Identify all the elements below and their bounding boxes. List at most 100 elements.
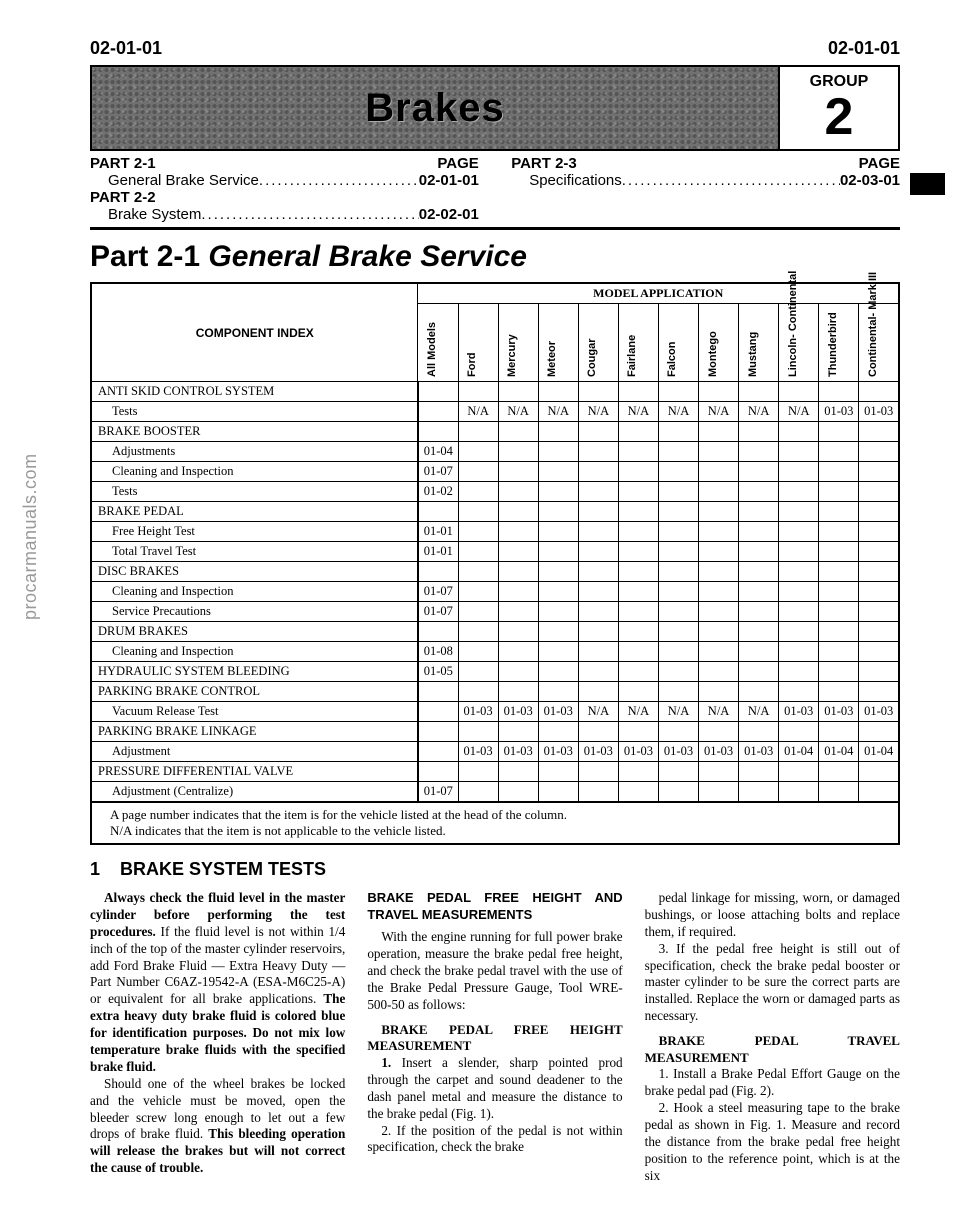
table-cell bbox=[658, 502, 698, 522]
table-row: ANTI SKID CONTROL SYSTEM bbox=[91, 382, 899, 402]
table-cell bbox=[578, 522, 618, 542]
table-cell bbox=[458, 682, 498, 702]
table-cell: N/A bbox=[578, 702, 618, 722]
table-cell bbox=[699, 682, 739, 702]
table-cell bbox=[458, 482, 498, 502]
table-cell bbox=[458, 502, 498, 522]
table-cell bbox=[699, 582, 739, 602]
table-cell bbox=[618, 562, 658, 582]
body-paragraph: 2. Hook a steel measuring tape to the br… bbox=[645, 1100, 900, 1184]
table-cell bbox=[578, 762, 618, 782]
side-tab-marker bbox=[910, 173, 945, 195]
table-cell bbox=[699, 462, 739, 482]
table-row: TestsN/AN/AN/AN/AN/AN/AN/AN/AN/A01-0301-… bbox=[91, 402, 899, 422]
table-cell bbox=[418, 562, 458, 582]
table-cell bbox=[779, 602, 819, 622]
table-cell bbox=[699, 602, 739, 622]
toc-part-label: PART 2-3 bbox=[511, 155, 577, 172]
table-cell bbox=[578, 382, 618, 402]
group-number: 2 bbox=[825, 91, 854, 143]
table-cell bbox=[658, 782, 698, 803]
table-cell bbox=[658, 542, 698, 562]
table-row: PARKING BRAKE CONTROL bbox=[91, 682, 899, 702]
table-cell bbox=[618, 662, 658, 682]
table-cell bbox=[699, 522, 739, 542]
table-cell bbox=[819, 782, 859, 803]
table-cell bbox=[658, 602, 698, 622]
table-row: Adjustment01-0301-0301-0301-0301-0301-03… bbox=[91, 742, 899, 762]
table-cell bbox=[538, 522, 578, 542]
table-cell bbox=[658, 642, 698, 662]
table-cell bbox=[498, 782, 538, 803]
table-cell bbox=[618, 782, 658, 803]
row-label: Adjustment (Centralize) bbox=[91, 782, 418, 803]
table-cell bbox=[859, 602, 899, 622]
column-header: All Models bbox=[418, 304, 458, 382]
table-cell bbox=[578, 502, 618, 522]
table-cell bbox=[819, 762, 859, 782]
table-cell bbox=[538, 482, 578, 502]
toc-item-title: Specifications bbox=[529, 172, 622, 189]
table-row: Tests01-02 bbox=[91, 482, 899, 502]
row-label: DRUM BRAKES bbox=[91, 622, 418, 642]
table-cell: 01-04 bbox=[418, 442, 458, 462]
table-cell bbox=[819, 582, 859, 602]
table-cell bbox=[699, 562, 739, 582]
table-cell bbox=[658, 722, 698, 742]
banner-title: Brakes bbox=[365, 86, 504, 131]
row-label: Service Precautions bbox=[91, 602, 418, 622]
part-title-name: General Brake Service bbox=[208, 240, 527, 273]
table-cell bbox=[859, 582, 899, 602]
table-cell bbox=[779, 562, 819, 582]
table-cell: 01-03 bbox=[458, 702, 498, 722]
table-cell bbox=[458, 462, 498, 482]
table-cell bbox=[578, 542, 618, 562]
table-cell bbox=[739, 762, 779, 782]
table-cell: N/A bbox=[658, 702, 698, 722]
body-paragraph: 1. Install a Brake Pedal Effort Gauge on… bbox=[645, 1066, 900, 1100]
table-cell bbox=[859, 482, 899, 502]
table-cell bbox=[699, 382, 739, 402]
row-label: ANTI SKID CONTROL SYSTEM bbox=[91, 382, 418, 402]
table-cell bbox=[618, 522, 658, 542]
table-cell: 01-03 bbox=[859, 402, 899, 422]
table-cell bbox=[538, 562, 578, 582]
table-cell bbox=[458, 722, 498, 742]
table-cell bbox=[498, 382, 538, 402]
table-cell bbox=[498, 602, 538, 622]
table-cell bbox=[578, 562, 618, 582]
table-cell bbox=[458, 782, 498, 803]
table-cell: 01-07 bbox=[418, 602, 458, 622]
table-cell bbox=[658, 622, 698, 642]
table-cell bbox=[498, 722, 538, 742]
row-label: Adjustment bbox=[91, 742, 418, 762]
note-line-1: A page number indicates that the item is… bbox=[110, 807, 880, 823]
table-cell bbox=[819, 542, 859, 562]
table-cell bbox=[859, 622, 899, 642]
table-cell bbox=[699, 622, 739, 642]
table-row: BRAKE PEDAL bbox=[91, 502, 899, 522]
table-cell bbox=[418, 742, 458, 762]
table-cell bbox=[739, 602, 779, 622]
table-cell bbox=[779, 762, 819, 782]
row-label: Total Travel Test bbox=[91, 542, 418, 562]
table-cell bbox=[498, 682, 538, 702]
table-cell: N/A bbox=[618, 702, 658, 722]
table-cell bbox=[538, 582, 578, 602]
body-paragraph: pedal linkage for missing, worn, or dama… bbox=[645, 890, 900, 941]
table-cell bbox=[819, 642, 859, 662]
table-cell: 01-01 bbox=[418, 542, 458, 562]
table-cell bbox=[578, 602, 618, 622]
table-cell: 01-03 bbox=[779, 702, 819, 722]
table-cell bbox=[779, 542, 819, 562]
table-cell bbox=[779, 722, 819, 742]
table-row: PARKING BRAKE LINKAGE bbox=[91, 722, 899, 742]
toc-page-label: PAGE bbox=[859, 155, 900, 172]
table-cell bbox=[699, 422, 739, 442]
table-row: DISC BRAKES bbox=[91, 562, 899, 582]
column-header: Thunderbird bbox=[819, 304, 859, 382]
table-cell bbox=[618, 682, 658, 702]
group-box: GROUP 2 bbox=[778, 67, 898, 149]
table-cell bbox=[458, 762, 498, 782]
table-cell bbox=[699, 782, 739, 803]
